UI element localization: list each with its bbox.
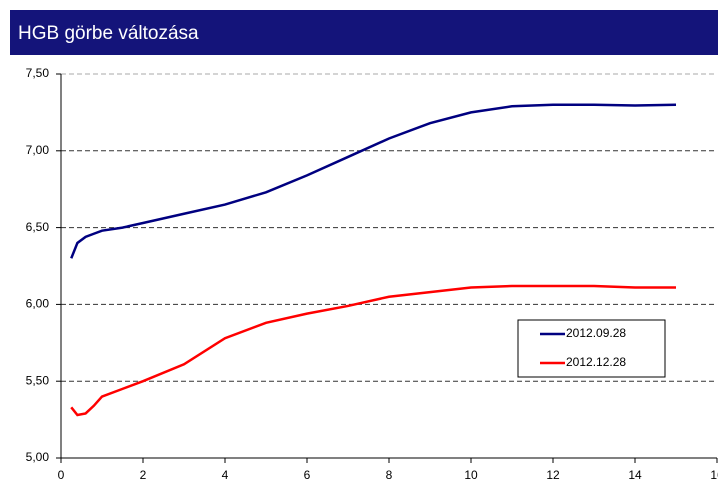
x-tick-label: 16 (710, 468, 718, 482)
x-tick-label: 8 (386, 468, 393, 482)
legend-label: 2012.09.28 (566, 326, 626, 340)
legend-label: 2012.12.28 (566, 355, 626, 369)
y-tick-label: 5,50 (26, 373, 50, 387)
x-tick-label: 2 (140, 468, 147, 482)
x-tick-label: 12 (546, 468, 560, 482)
legend-box (517, 319, 666, 378)
x-tick-label: 0 (58, 468, 65, 482)
series-line (70, 284, 676, 417)
x-tick-label: 6 (304, 468, 311, 482)
y-tick-label: 7,00 (26, 143, 50, 157)
y-tick-label: 6,00 (26, 297, 50, 311)
x-tick-label: 10 (464, 468, 478, 482)
y-tick-label: 7,50 (26, 66, 50, 80)
y-tick-label: 6,50 (26, 220, 50, 234)
x-tick-label: 4 (222, 468, 229, 482)
series-line (70, 103, 677, 259)
chart-title: HGB görbe változása (18, 23, 199, 44)
title-bar (10, 10, 718, 55)
x-tick-label: 14 (628, 468, 642, 482)
y-tick-label: 5,00 (26, 450, 50, 464)
